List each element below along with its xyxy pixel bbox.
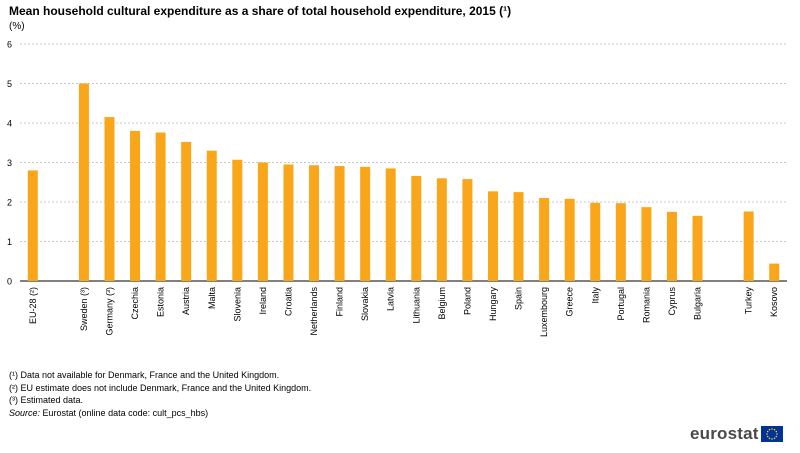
x-tick-label: Spain (514, 287, 524, 310)
x-tick-label: Netherlands (309, 287, 319, 336)
bar (334, 166, 345, 281)
bar (385, 168, 396, 281)
y-tick-label: 5 (7, 79, 12, 89)
flag-star (775, 435, 777, 438)
bar (564, 198, 575, 281)
x-tick-label: Lithuania (411, 287, 421, 324)
y-tick-label: 1 (7, 237, 12, 247)
flag-star (773, 428, 775, 431)
bar (181, 141, 192, 281)
bar (27, 170, 38, 281)
footnote-2: (²) EU estimate does not include Denmark… (9, 382, 312, 393)
flag-star (768, 428, 770, 431)
bar (257, 162, 268, 281)
x-tick-label: Germany (³) (104, 287, 114, 336)
bar (78, 83, 89, 281)
bar (769, 263, 780, 281)
x-tick-label: EU-28 (²) (28, 287, 38, 324)
unit-label: (%) (9, 21, 25, 32)
x-tick-label: Slovakia (360, 287, 370, 321)
x-tick-label: Slovenia (232, 287, 242, 322)
x-tick-label: Austria (181, 287, 191, 315)
source-text: Eurostat (online data code: cult_pcs_hbs… (40, 407, 209, 418)
flag-star (768, 437, 770, 440)
flag-star (766, 435, 769, 438)
x-tick-label: Ireland (258, 287, 268, 315)
footnote-1: (¹) Data not available for Denmark, Fran… (9, 370, 280, 380)
x-tick-label: Turkey (744, 287, 754, 315)
x-tick-label: Romania (641, 287, 651, 323)
flag-star (775, 430, 777, 433)
x-tick-label: Czechia (130, 287, 140, 320)
x-tick-label: Poland (462, 287, 472, 315)
footnotes: (¹) Data not available for Denmark, Fran… (9, 369, 311, 419)
x-tick-label: Italy (590, 287, 600, 304)
bar (539, 198, 550, 281)
x-tick-label: Luxembourg (539, 287, 549, 337)
bar (104, 117, 115, 281)
bar (436, 178, 447, 281)
bar-chart: 0 1 2 3 4 5 6 EU-28 (²) Sweden (³) Germany (³) Cze… (7, 40, 787, 337)
x-tick-label: Croatia (283, 287, 293, 316)
x-tick-label: Belgium (437, 287, 447, 320)
y-tick-label: 3 (7, 158, 12, 168)
bar (743, 211, 754, 281)
bar (232, 159, 243, 281)
x-tick-label: Latvia (386, 287, 396, 311)
flag-star (773, 437, 775, 440)
bar (692, 215, 703, 281)
bar (411, 175, 422, 281)
bar (641, 207, 652, 281)
flag-star (770, 428, 773, 430)
bar (590, 202, 601, 281)
bar (615, 203, 626, 281)
x-tick-label: Greece (565, 287, 575, 317)
x-tick-label: Hungary (488, 287, 498, 322)
x-tick-label: Bulgaria (693, 287, 703, 320)
source-label: Source: (9, 407, 41, 418)
y-tick-label: 6 (7, 40, 12, 50)
y-tick-label: 0 (7, 277, 12, 287)
x-tick-label: Sweden (³) (79, 287, 89, 331)
footnote-3: (³) Estimated data. (9, 395, 84, 405)
x-tick-label: Kosovo (769, 287, 779, 317)
bar (360, 166, 371, 281)
flag-star (766, 430, 769, 433)
bar (487, 191, 498, 281)
flag-star (770, 438, 773, 440)
chart-title: Mean household cultural expenditure as a… (9, 4, 512, 18)
y-tick-label: 2 (7, 198, 12, 208)
bar (513, 192, 524, 281)
bar (666, 211, 677, 281)
x-tick-label: Estonia (156, 287, 166, 317)
eurostat-logo: eurostat (690, 424, 783, 444)
x-tick-label: Cyprus (667, 287, 677, 316)
bar (309, 165, 320, 281)
x-tick-label: Portugal (616, 287, 626, 321)
flag-star (765, 433, 768, 435)
flag-star (775, 433, 778, 435)
bar (206, 150, 217, 281)
x-tick-label: Finland (335, 287, 345, 317)
x-tick-label: Malta (207, 287, 217, 309)
logo-text: eurostat (690, 424, 759, 443)
bar (283, 164, 294, 281)
eu-flag-icon (760, 426, 783, 442)
bar (130, 130, 141, 281)
bar (462, 179, 473, 281)
bar (155, 132, 166, 281)
source-line: Source: Eurostat (online data code: cult… (9, 407, 311, 420)
y-tick-label: 4 (7, 119, 12, 129)
